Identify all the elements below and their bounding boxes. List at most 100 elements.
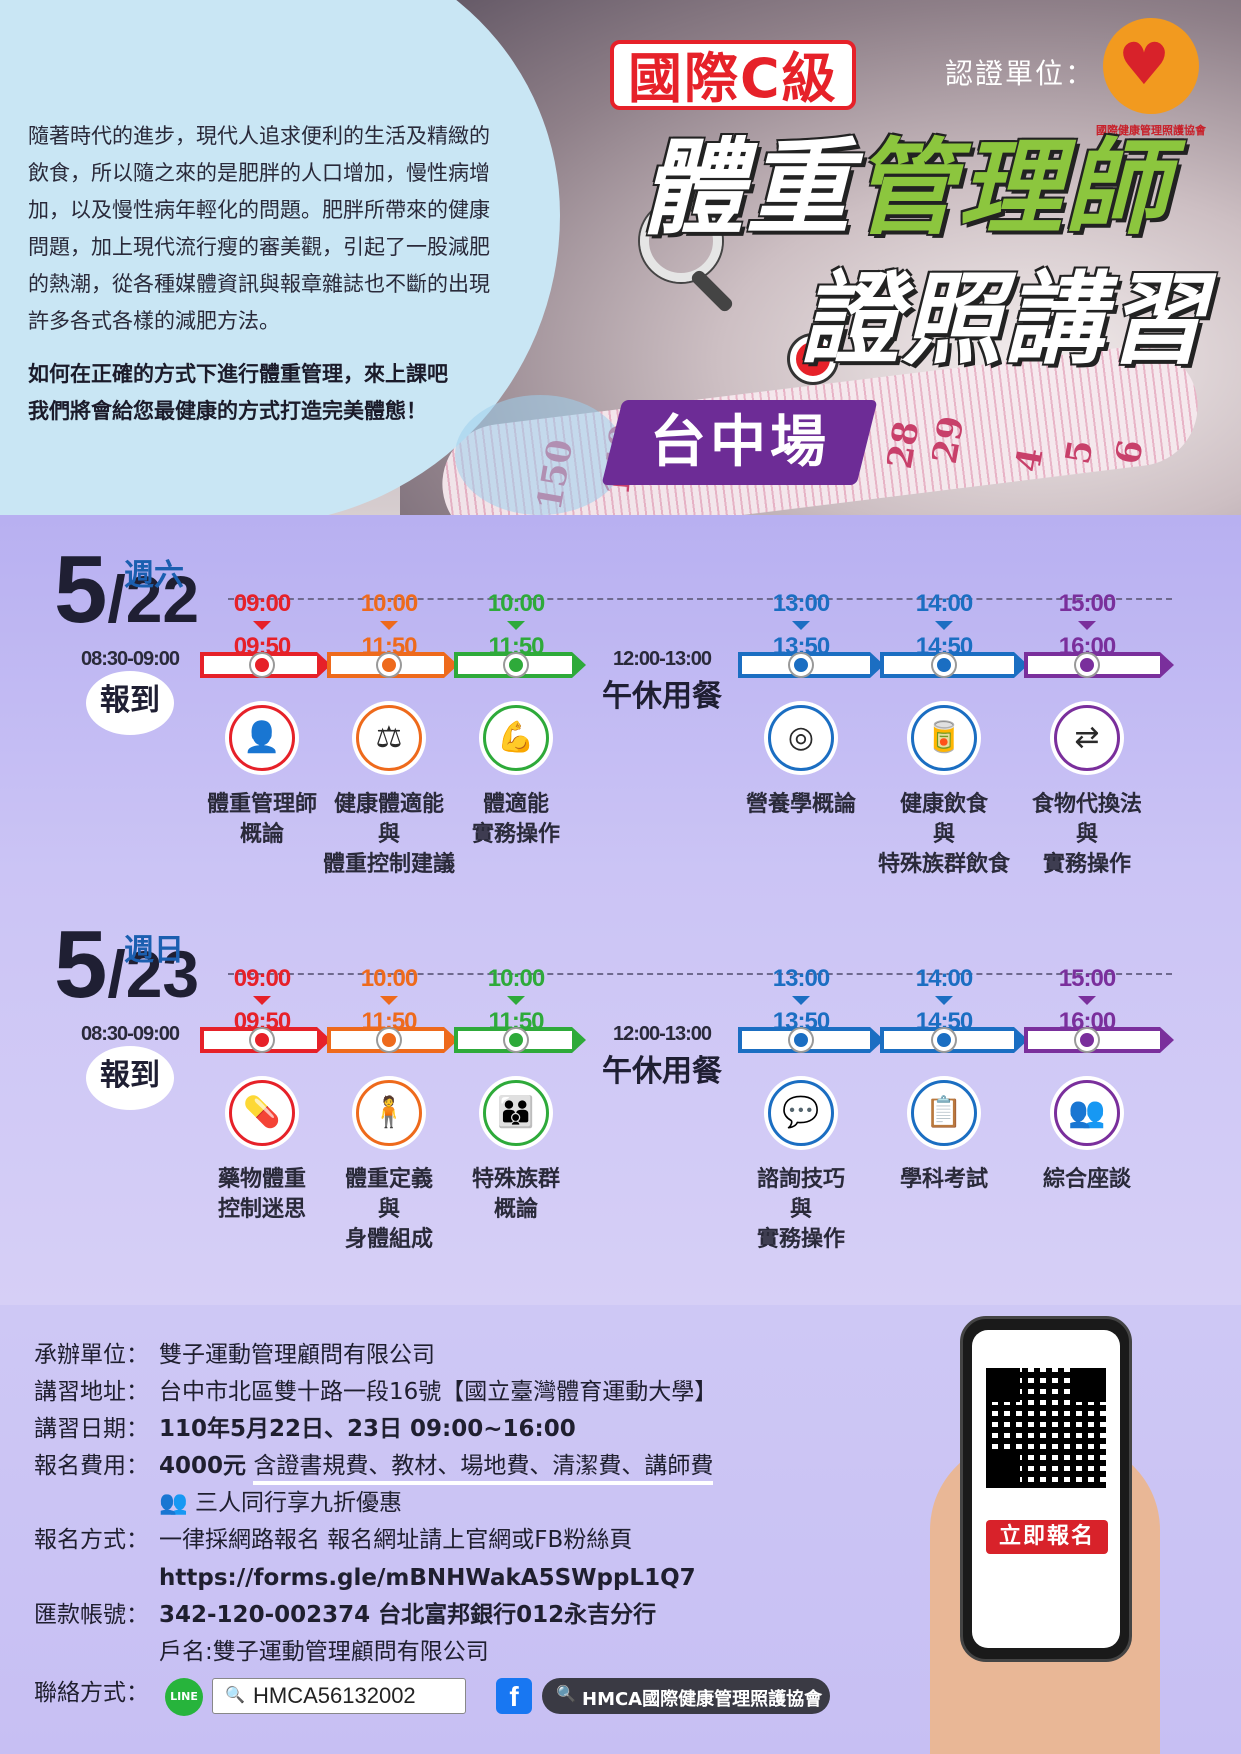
session-start: 10:00 <box>487 965 545 992</box>
topic-line: 健康體適能 <box>333 792 444 817</box>
down-arrow-icon <box>380 996 398 1005</box>
checkin-time: 08:30-09:00 <box>81 648 180 670</box>
decorative-shape <box>455 395 625 515</box>
topic-line: 體重定義 <box>344 1167 433 1192</box>
session-time: 14:00 14:50 <box>889 590 999 661</box>
topic-line: 體重管理師 <box>206 792 317 817</box>
account-name-value: 戶名:雙子運動管理顧問有限公司 <box>159 1639 489 1665</box>
session-start: 14:00 <box>915 965 973 992</box>
topic-line: 實務操作 <box>471 822 560 847</box>
tape-number: 29 <box>924 413 973 467</box>
down-arrow-icon <box>253 621 271 630</box>
session-topic: 學科考試 <box>869 1165 1019 1195</box>
session-start: 09:00 <box>233 965 291 992</box>
address-value: 台中市北區雙十路一段16號【國立臺灣體育運動大學】 <box>159 1379 718 1405</box>
session-topic: 體重管理師 概論 <box>187 790 337 850</box>
topic-line: 與 <box>932 822 955 847</box>
session-time: 15:00 16:00 <box>1032 590 1142 661</box>
red-dot-icon <box>790 336 836 382</box>
down-arrow-icon <box>935 996 953 1005</box>
medicine-bottle-icon: 💊 <box>229 1080 295 1146</box>
lunch-time: 12:00-13:00 <box>613 648 712 670</box>
session-start: 14:00 <box>915 590 973 617</box>
session-time: 13:00 13:50 <box>746 965 856 1036</box>
checkin-time: 08:30-09:00 <box>81 1023 180 1045</box>
topic-line: 藥物體重 <box>217 1167 306 1192</box>
intro-text: 隨著時代的進步，現代人追求便利的生活及精緻的飲食，所以隨之來的是肥胖的人口增加，… <box>28 124 490 333</box>
session-start: 10:00 <box>360 965 418 992</box>
arrow-tip-icon <box>1160 1027 1174 1053</box>
session-topic: 體重定義與身體組成 <box>314 1165 464 1255</box>
organizer-value: 雙子運動管理顧問有限公司 <box>159 1342 435 1368</box>
muscle-plus-icon: 💪 <box>483 705 549 771</box>
fee-value: 4000元 <box>159 1453 247 1479</box>
topic-line: 體重控制建議 <box>322 852 455 877</box>
topic-line: 諮詢技巧 <box>756 1167 845 1192</box>
timeline-dot <box>790 654 812 676</box>
session-topic: 特殊族群 概論 <box>441 1165 591 1225</box>
down-arrow-icon <box>935 621 953 630</box>
checklist-icon: 📋 <box>911 1080 977 1146</box>
session-time: 10:00 11:50 <box>461 965 571 1036</box>
session-topic: 諮詢技巧與實務操作 <box>726 1165 876 1255</box>
register-now-button[interactable]: 立即報名 <box>986 1520 1108 1554</box>
down-arrow-icon <box>1078 996 1096 1005</box>
session-time: 14:00 14:50 <box>889 965 999 1036</box>
down-arrow-icon <box>792 996 810 1005</box>
fee-note: 含證書規費、教材、場地費、清潔費、講師費 <box>253 1453 714 1485</box>
search-icon: 🔍 <box>556 1684 576 1703</box>
session-start: 10:00 <box>360 590 418 617</box>
group-discussion-icon: 👥 <box>1054 1080 1120 1146</box>
topic-line: 與 <box>1075 822 1098 847</box>
topic-line: 概論 <box>239 822 284 847</box>
lunch-time: 12:00-13:00 <box>613 1023 712 1045</box>
down-arrow-icon <box>1078 621 1096 630</box>
facebook-page-name: HMCA國際健康管理照護協會 <box>582 1689 823 1710</box>
session-topic: 藥物體重 控制迷思 <box>187 1165 337 1225</box>
date-day: 5 <box>54 911 108 1018</box>
magnifier-icon <box>640 200 722 282</box>
discount-value: 三人同行享九折優惠 <box>194 1490 402 1516</box>
arrow-tip-icon <box>1160 652 1174 678</box>
line-id-value: HMCA56132002 <box>253 1683 416 1708</box>
session-start: 10:00 <box>487 590 545 617</box>
qr-code[interactable] <box>986 1368 1106 1488</box>
icon-glyph: 👤 <box>243 720 281 755</box>
topic-line: 控制迷思 <box>217 1197 306 1222</box>
chat-bubbles-icon: 💬 <box>768 1080 834 1146</box>
session-start: 15:00 <box>1058 965 1116 992</box>
hero-banner: 150 140 28 29 4 5 6 隨著時代的進步，現代人追求便利的生活及精… <box>0 0 1241 515</box>
topic-line: 特殊族群飲食 <box>877 852 1010 877</box>
line-icon: LINE <box>165 1678 203 1716</box>
organizer-row: 承辦單位： 雙子運動管理顧問有限公司 <box>34 1340 435 1370</box>
session-start: 15:00 <box>1058 590 1116 617</box>
icon-glyph: ◎ <box>787 720 815 755</box>
line-id-search[interactable]: 🔍 HMCA56132002 <box>212 1678 466 1714</box>
account-value: 342-120-002374 台北富邦銀行012永吉分行 <box>159 1602 657 1628</box>
method-row: 報名方式： 一律採網路報名 報名網址請上官網或FB粉絲頁 <box>34 1525 632 1555</box>
account-name-row: 戶名:雙子運動管理顧問有限公司 <box>159 1637 489 1667</box>
weekday-label: 週日 <box>124 933 184 968</box>
schedule: 5/22 週六 08:30-09:00 報到 12:00-13:00 午休用餐 09:00 0… <box>0 515 1241 1305</box>
checkin-label: 報到 <box>86 1046 174 1110</box>
topic-line: 特殊族群 <box>471 1167 560 1192</box>
timeline-dot <box>933 1029 955 1051</box>
info-label: 聯絡方式： <box>34 1680 149 1706</box>
date-number: 5/23 <box>54 915 199 1024</box>
facebook-page-search[interactable]: 🔍 HMCA國際健康管理照護協會 <box>542 1678 830 1714</box>
session-time: 10:00 11:50 <box>461 590 571 661</box>
session-time: 13:00 13:50 <box>746 590 856 661</box>
fee-row: 報名費用： 4000元 含證書規費、教材、場地費、清潔費、講師費 <box>34 1451 714 1485</box>
title-part-white: 體重 <box>640 127 853 249</box>
arrow-tip-icon <box>572 652 586 678</box>
timeline-dot <box>505 654 527 676</box>
association-logo-text: 國際健康管理照護協會 <box>1096 124 1206 137</box>
info-label: 講習地址： <box>34 1379 149 1405</box>
session-time: 10:00 11:50 <box>334 590 444 661</box>
topic-line: 與 <box>377 822 400 847</box>
level-badge: 國際C級 <box>610 40 856 110</box>
facebook-icon: f <box>496 1678 532 1714</box>
registration-url-link[interactable]: https://forms.gle/mBNHWakA5SWppL1Q7 <box>159 1565 696 1591</box>
session-time: 10:00 11:50 <box>334 965 444 1036</box>
intro-cta-line: 我們將會給您最健康的方式打造完美體態！ <box>28 399 427 423</box>
